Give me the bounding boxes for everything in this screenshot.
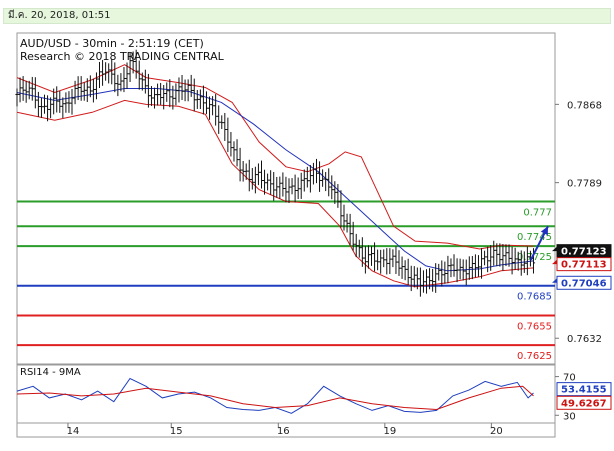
moving-average-line — [16, 88, 534, 272]
price-badge-pointer — [552, 278, 557, 283]
price-panel: 0.7868 0.7789 0.7632 0.777 0.7745 0.7725 0.768… — [15, 32, 612, 365]
x-axis: 14 15 16 19 20 — [16, 422, 556, 438]
top-bar: มี.ค. 20, 2018, 01:51 — [0, 0, 614, 27]
x-tick-label: 16 — [277, 426, 290, 437]
price-badge-pointer — [552, 246, 557, 252]
price-badge-label: 0.77113 — [561, 260, 607, 271]
rsi-tick-label: 70 — [563, 373, 576, 384]
datetime-label: มี.ค. 20, 2018, 01:51 — [3, 8, 611, 24]
rsi-badge — [556, 395, 612, 410]
level-label: 0.7725 — [517, 252, 552, 263]
level-label: 0.7655 — [517, 321, 552, 332]
rsi-plot-frame — [16, 364, 556, 424]
forecast-arrow-head — [540, 226, 549, 236]
price-badge-label: 0.77123 — [561, 247, 607, 258]
x-tick-label: 15 — [170, 426, 183, 437]
chart-title: AUD/USD - 30min - 2:51:19 (CET) — [20, 37, 204, 50]
level-label: 0.7625 — [517, 351, 552, 362]
price-tick-label: 0.7868 — [567, 100, 602, 111]
x-tick-label: 20 — [490, 426, 503, 437]
level-label: 0.777 — [523, 207, 552, 218]
rsi-badge-label: 49.6267 — [561, 398, 607, 409]
rsi-panel: 70 30 RSI14 - 9MA 53.4155 49.6267 — [16, 364, 612, 424]
level-label: 0.7685 — [517, 292, 552, 303]
rsi-tick-label: 30 — [563, 411, 576, 422]
chart-subtitle: Research © 2018 TRADING CENTRAL — [20, 50, 225, 63]
rsi-badge-label: 53.4155 — [561, 385, 607, 396]
price-tick-label: 0.7789 — [567, 179, 602, 190]
price-badge-label: 0.77046 — [561, 278, 607, 289]
rsi-series-line — [16, 385, 534, 411]
rsi-series-line — [16, 377, 534, 414]
x-tick-label: 14 — [67, 426, 80, 437]
rsi-badge — [556, 382, 612, 397]
x-tick-label: 19 — [383, 426, 396, 437]
price-tick-label: 0.7632 — [567, 334, 602, 345]
x-axis-frame — [16, 422, 556, 438]
level-label: 0.7745 — [517, 232, 552, 243]
rsi-title: RSI14 - 9MA — [20, 367, 81, 378]
price-badge-pointer — [552, 259, 557, 265]
